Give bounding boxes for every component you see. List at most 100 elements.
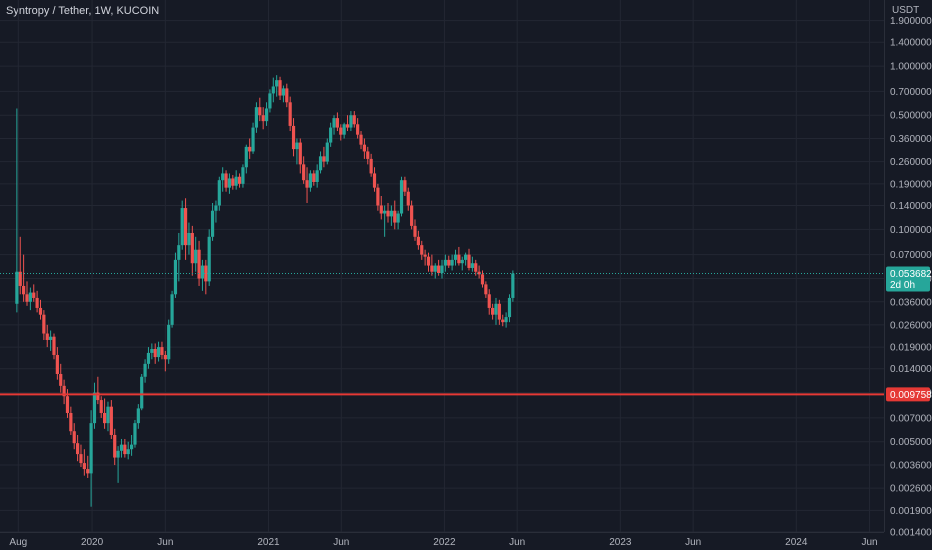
candle [389,205,393,226]
candle [308,170,313,192]
y-tick-label: 0.002600 [890,484,932,495]
candle [335,112,340,132]
candle-body [231,178,235,186]
candle [403,176,407,197]
candle [329,122,333,147]
y-tick-label: 0.005000 [890,437,932,448]
candle-body [244,146,248,168]
candle-body [183,208,188,246]
candle-body [298,142,302,165]
candle-body [339,127,343,135]
y-tick-label: 1.400000 [890,38,932,49]
candle-body [477,271,481,275]
candle [295,138,299,165]
candle-body [136,408,140,424]
candle-body [423,254,427,257]
candle-body [22,285,26,295]
candle-body [109,406,113,435]
current-price-badge [886,266,930,292]
candle-body [160,347,164,355]
current-price-label: 0.053682 [890,269,932,280]
candle-body [62,385,66,397]
candle [109,400,113,439]
candle-body [413,225,417,237]
y-tick-label: 1.900000 [890,16,932,27]
candle [116,446,120,483]
candle [32,284,36,302]
candle-body [234,176,238,186]
candle [231,175,235,190]
candle-body [65,396,70,413]
candle-body [15,271,19,304]
candle [443,254,447,272]
x-tick-label: Jun [509,537,525,548]
candle [460,256,464,271]
candle-body [447,259,451,266]
candle [318,151,323,174]
candle [210,202,215,241]
candle [55,347,59,380]
candle-body [79,454,83,464]
candle [38,299,43,320]
candle [396,210,400,230]
candle [322,146,326,168]
candle [271,77,275,103]
y-tick-label: 0.019000 [890,343,932,354]
candle [194,236,198,272]
candle-body [82,463,86,470]
candle-body [170,294,174,325]
candle [359,131,363,150]
candle-body [399,180,404,214]
candle [106,401,110,432]
candle [156,341,161,362]
candle [450,254,454,271]
candle-body [376,187,380,206]
candle-body [507,297,512,318]
candle [45,324,49,348]
y-tick-label: 0.260000 [890,157,932,168]
candle-body [426,256,431,266]
y-tick-label: 1.000000 [890,62,932,73]
candle [281,85,286,103]
candle [187,222,191,255]
time-axis[interactable]: Aug 2020 Jun 2021 Jun 2022 Jun 2023 Jun 2024 Jun [0,532,884,549]
candle-body [501,319,505,323]
x-tick-label: Jun [157,537,173,548]
candle-body [173,259,178,295]
y-tick-label: 0.140000 [890,201,932,212]
candle [244,144,248,174]
candle-body [349,115,353,128]
candle-body [325,142,329,162]
x-tick-label: 2022 [433,537,456,548]
candle [413,219,417,241]
y-tick-label: 0.001400 [890,528,932,539]
candle [366,146,370,165]
candle [386,202,390,223]
candle [217,176,221,211]
candle [42,310,46,340]
candle [342,122,346,139]
x-tick-label: 2020 [81,537,104,548]
candle-body [308,173,313,188]
candle [221,167,225,192]
candle [494,297,498,325]
candle [251,122,255,154]
candle-body [393,210,397,223]
candle-body [69,412,73,432]
candle-body [190,232,194,264]
candle-body [32,292,36,298]
candle-body [366,151,370,159]
candle [173,252,178,298]
candle-body [207,236,211,282]
candle-body [221,173,225,181]
candle [288,96,292,132]
candle [92,382,97,429]
candle-body [113,434,117,458]
candle-body [305,180,309,188]
candle-body [76,443,80,455]
candle [49,330,53,351]
candle-body [268,93,272,109]
candle-body [275,80,279,87]
